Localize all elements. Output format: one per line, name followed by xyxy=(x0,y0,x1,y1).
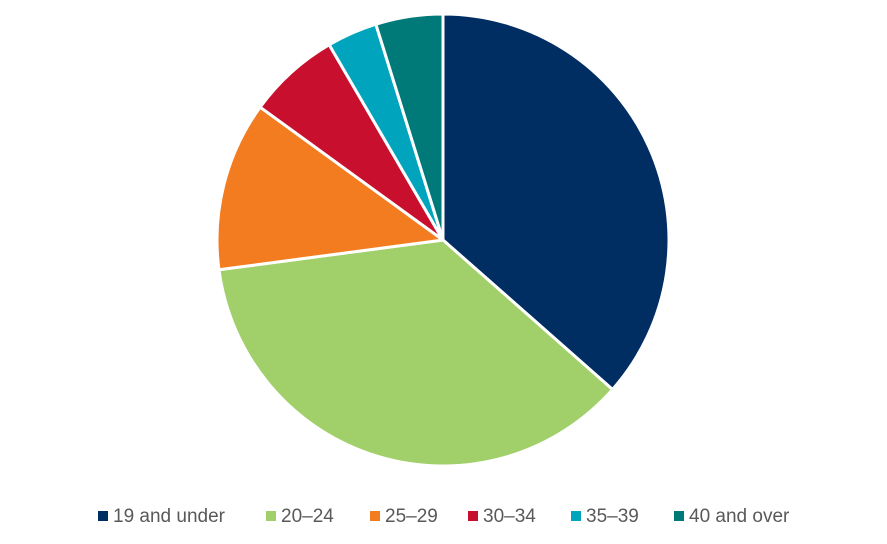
legend-swatch xyxy=(468,511,478,521)
legend-label: 25–29 xyxy=(385,506,438,527)
pie-slice xyxy=(374,12,445,242)
legend-label: 20–24 xyxy=(281,506,334,527)
legend-label: 40 and over xyxy=(689,506,790,527)
legend-label: 19 and under xyxy=(113,506,226,527)
legend-swatch xyxy=(266,511,276,521)
legend-swatch xyxy=(98,511,108,521)
legend-swatch xyxy=(571,511,581,521)
pie-slice xyxy=(215,105,445,272)
legend-swatch xyxy=(674,511,684,521)
legend-label: 30–34 xyxy=(483,506,536,527)
legend-label: 35–39 xyxy=(586,506,639,527)
pie-slice xyxy=(441,12,671,391)
legend-swatch xyxy=(370,511,380,521)
pie-slice xyxy=(217,238,615,468)
